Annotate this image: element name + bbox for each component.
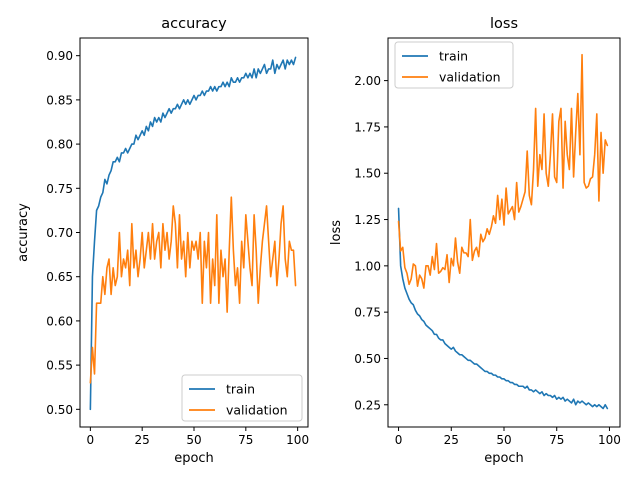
series-line-train — [89, 56, 297, 411]
series-line-train — [397, 207, 609, 410]
y-tick-label: 1.50 — [354, 167, 381, 181]
x-tick-label: 0 — [395, 433, 403, 447]
x-tick-label: 25 — [444, 433, 459, 447]
x-tick-label: 75 — [549, 433, 564, 447]
y-tick-label: 0.50 — [46, 403, 73, 417]
y-tick-label: 0.25 — [354, 398, 381, 412]
series-line-validation — [89, 196, 297, 384]
x-axis-label: epoch — [174, 451, 214, 466]
y-tick-label: 0.65 — [46, 270, 73, 284]
chart-title: accuracy — [161, 16, 227, 32]
y-tick-label: 0.75 — [354, 306, 381, 320]
y-axis-label: accuracy — [16, 203, 31, 262]
legend: train validation — [394, 41, 514, 89]
legend-label-validation: validation — [439, 70, 501, 85]
chart-title: loss — [490, 16, 518, 32]
legend-label-train: train — [439, 49, 468, 64]
series-line-validation — [397, 53, 609, 289]
x-tick-label: 100 — [286, 433, 309, 447]
x-tick-label: 50 — [496, 433, 511, 447]
legend-label-train: train — [226, 382, 255, 397]
legend: train validation — [181, 374, 303, 422]
y-axis-label: loss — [329, 220, 344, 245]
y-tick-label: 0.60 — [46, 314, 73, 328]
x-tick-label: 50 — [186, 433, 201, 447]
y-tick-label: 2.00 — [354, 74, 381, 88]
x-tick-label: 75 — [238, 433, 253, 447]
y-tick-label: 0.70 — [46, 226, 73, 240]
subplot-loss: 0 25 50 75 100 0.25 0.50 0.75 1.00 1.25 1.50 1.75 2.… — [329, 16, 621, 466]
y-tick-label: 0.90 — [46, 49, 73, 63]
y-tick-label: 0.85 — [46, 93, 73, 107]
x-axis-label: epoch — [484, 451, 524, 466]
y-tick-label: 0.80 — [46, 138, 73, 152]
y-tick-label: 0.75 — [46, 182, 73, 196]
y-tick-label: 1.75 — [354, 120, 381, 134]
y-tick-label: 1.25 — [354, 213, 381, 227]
x-tick-label: 0 — [87, 433, 95, 447]
subplot-accuracy: 0 25 50 75 100 0.50 0.55 0.60 0.65 0.70 0.75 0.80 0.… — [16, 16, 309, 466]
x-tick-label: 25 — [135, 433, 150, 447]
legend-label-validation: validation — [226, 403, 288, 418]
y-tick-label: 0.55 — [46, 359, 73, 373]
y-tick-label: 0.50 — [354, 352, 381, 366]
x-tick-label: 100 — [598, 433, 621, 447]
y-tick-label: 1.00 — [354, 259, 381, 273]
